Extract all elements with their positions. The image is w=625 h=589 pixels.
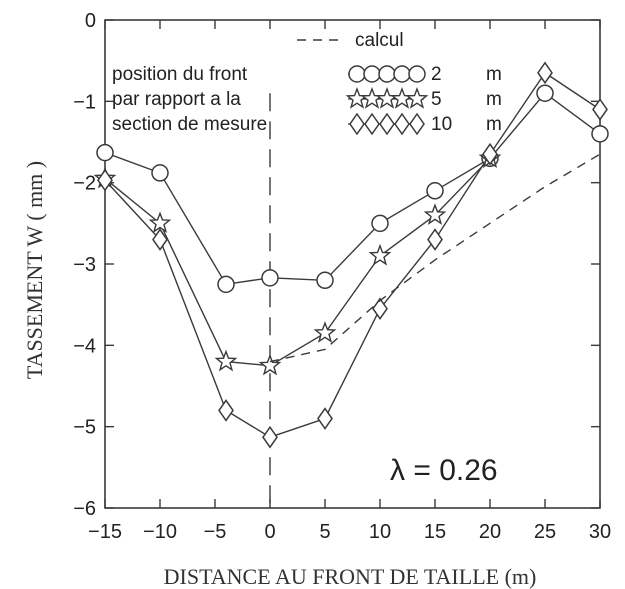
data-point-circle <box>151 164 169 182</box>
data-point-diamond <box>427 228 443 251</box>
y-tick-label: −5 <box>73 417 96 439</box>
data-point-star <box>313 321 337 343</box>
data-point-circle <box>536 84 554 102</box>
data-point-circle <box>316 271 334 290</box>
x-tick-label: −5 <box>204 521 227 543</box>
data-point-star <box>148 211 172 234</box>
legend-marker-star <box>360 87 384 109</box>
legend-unit-5: m <box>486 89 502 110</box>
series-line <box>104 71 601 438</box>
series-5-m <box>93 146 502 376</box>
legend-marker-circle <box>348 65 366 83</box>
legend-marker-star <box>375 87 399 109</box>
data-point-diamond <box>592 98 608 121</box>
data-point-diamond <box>152 228 168 251</box>
x-tick-label: 20 <box>479 521 501 543</box>
x-tick-label: 0 <box>264 521 275 543</box>
y-tick-label: −4 <box>73 335 96 357</box>
legend-marker-circle <box>363 65 381 83</box>
data-point-star <box>423 203 447 225</box>
legend-marker-star <box>345 87 369 109</box>
legend-marker-diamond <box>364 112 380 136</box>
data-point-circle <box>426 182 444 200</box>
legend-title-line-3: section de mesure <box>112 114 267 135</box>
y-tick-label: −3 <box>73 254 96 276</box>
series-group <box>93 61 609 449</box>
legend-marker-diamond <box>394 112 410 136</box>
data-point-diamond <box>97 168 113 192</box>
y-tick-label: −1 <box>73 91 96 113</box>
legend-marker-circle <box>378 65 396 83</box>
data-point-diamond <box>372 297 388 321</box>
series-line <box>269 153 601 363</box>
series-calcul <box>269 153 601 363</box>
x-tick-label: −15 <box>88 521 122 543</box>
legend-marker-diamond <box>379 112 395 136</box>
x-tick-label: 25 <box>534 521 556 543</box>
legend: calcul position du front par rapport a l… <box>112 30 502 136</box>
series-line <box>104 92 601 286</box>
x-ticks: −15 −10 −5 0 5 10 15 20 25 30 <box>88 20 611 543</box>
x-tick-label: 30 <box>589 521 611 543</box>
legend-marker-diamond <box>409 112 425 136</box>
y-axis-label: TASSEMENT W ( mm ) <box>22 161 47 379</box>
legend-marker-circle <box>408 65 426 83</box>
legend-marker-star <box>390 87 414 109</box>
data-point-diamond <box>482 142 498 166</box>
data-point-diamond <box>317 407 333 430</box>
y-tick-label: −6 <box>73 498 96 520</box>
y-tick-label: 0 <box>85 10 96 32</box>
data-point-circle <box>261 269 279 287</box>
data-point-circle <box>96 143 114 162</box>
data-point-circle <box>217 275 235 294</box>
x-tick-label: 10 <box>369 521 391 543</box>
legend-value-5: 5 <box>431 89 442 110</box>
legend-title-line-1: position du front <box>112 64 248 85</box>
data-point-circle <box>591 125 609 143</box>
legend-marker-circle <box>393 65 411 83</box>
legend-unit-2: m <box>486 64 502 85</box>
legend-value-2: 2 <box>431 64 442 85</box>
lambda-annotation: λ = 0.26 <box>390 454 498 487</box>
x-tick-label: 15 <box>424 521 446 543</box>
legend-marker-star <box>405 87 429 109</box>
data-point-diamond <box>218 399 234 422</box>
x-tick-label: −10 <box>143 521 177 543</box>
y-tick-label: −2 <box>73 173 96 195</box>
x-tick-label: 5 <box>319 521 330 543</box>
legend-title-line-2: par rapport a la <box>112 89 241 110</box>
y-ticks: 0 −1 −2 −3 −4 −5 −6 <box>73 10 600 520</box>
legend-entry-calcul: calcul <box>355 30 404 51</box>
series-10-m <box>97 61 608 449</box>
legend-unit-10: m <box>486 114 502 135</box>
data-point-star <box>258 353 282 376</box>
data-point-diamond <box>262 425 278 449</box>
data-point-star <box>368 243 392 266</box>
legend-value-10: 10 <box>431 114 452 135</box>
series-line <box>104 157 491 367</box>
data-point-star <box>214 349 238 372</box>
data-point-diamond <box>537 61 553 85</box>
legend-marker-diamond <box>349 112 365 136</box>
data-point-circle <box>371 214 389 233</box>
x-axis-label: DISTANCE AU FRONT DE TAILLE (m) <box>164 564 537 589</box>
